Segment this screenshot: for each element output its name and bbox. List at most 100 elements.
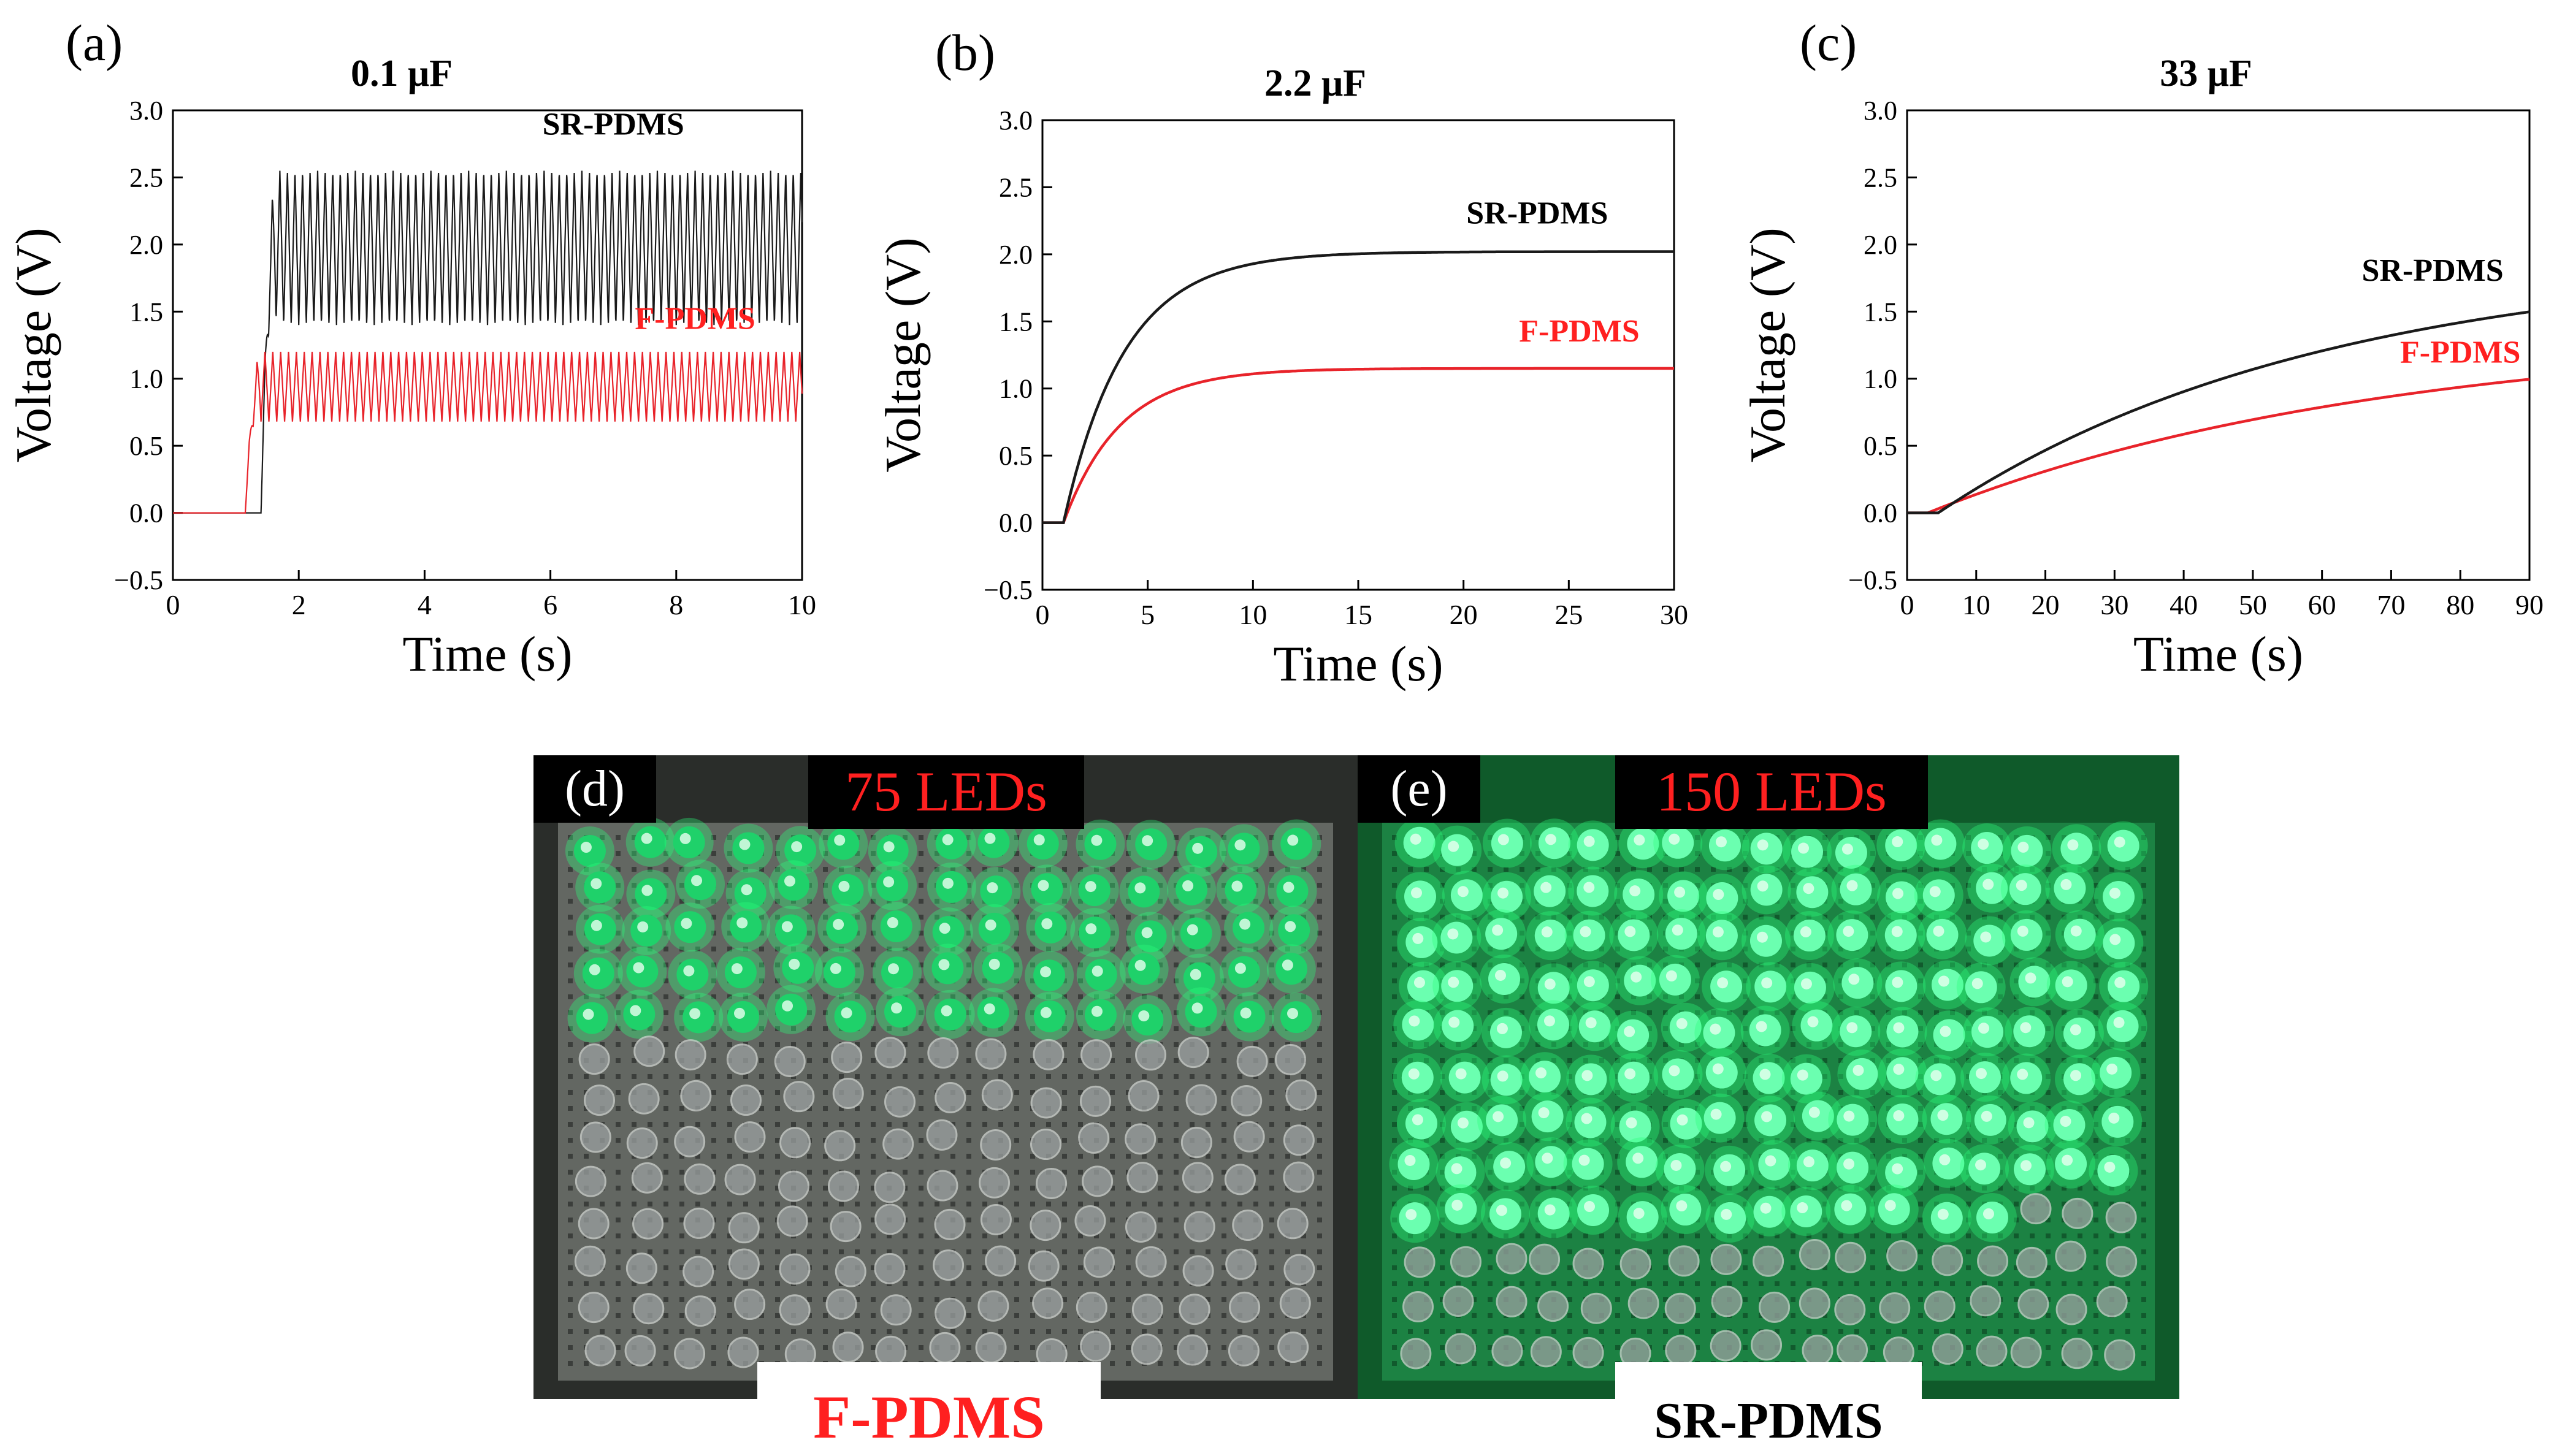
x-tick-label: 10 — [1239, 599, 1267, 630]
led-highlight — [1981, 1110, 1992, 1122]
led-highlight — [2062, 1154, 2073, 1166]
chart-title: 0.1 μF — [351, 53, 453, 94]
led-highlight — [1843, 926, 1854, 937]
led-unlit — [575, 1165, 606, 1197]
led-highlight — [2070, 1024, 2081, 1035]
led-highlight — [1451, 1199, 1463, 1211]
y-tick-label: 3.0 — [999, 105, 1033, 135]
led-highlight — [1710, 1023, 1721, 1035]
led-unlit — [825, 1288, 857, 1320]
led-unlit — [1402, 1290, 1434, 1322]
led-highlight — [641, 833, 652, 844]
led-array — [1389, 818, 2149, 1371]
led-count-banner — [808, 755, 1084, 829]
led-unlit — [874, 1172, 906, 1203]
led-unlit — [1668, 1245, 1700, 1277]
y-axis-label: Voltage (V) — [6, 227, 61, 462]
led-highlight — [1542, 1153, 1553, 1164]
led-highlight — [1848, 974, 1860, 985]
annotation-sr-pdms: SR-PDMS — [1466, 196, 1608, 231]
led-highlight — [1797, 1069, 1808, 1081]
x-tick-label: 60 — [2308, 589, 2336, 620]
led-highlight — [1092, 966, 1103, 977]
y-tick-label: 0.5 — [129, 431, 163, 461]
led-highlight — [942, 834, 954, 845]
led-unlit — [1277, 1208, 1309, 1240]
led-unlit — [1125, 1123, 1157, 1155]
led-highlight — [1187, 924, 1198, 936]
led-unlit — [1283, 1161, 1315, 1193]
led-highlight — [1631, 971, 1642, 983]
led-highlight — [1457, 1117, 1469, 1129]
led-highlight — [1285, 921, 1296, 932]
y-tick-label: 1.5 — [1864, 297, 1897, 327]
led-unlit — [1976, 1335, 2008, 1367]
led-highlight — [591, 920, 602, 931]
y-tick-label: 3.0 — [129, 96, 163, 126]
led-highlight — [1451, 1163, 1462, 1175]
y-tick-label: −0.5 — [114, 565, 163, 595]
panel-label-box — [533, 755, 656, 823]
photo-d: (d) 75 LEDs F-PDMS — [533, 755, 1358, 1451]
led-highlight — [1759, 1069, 1771, 1080]
led-highlight — [1240, 1007, 1252, 1019]
led-unlit — [778, 1170, 809, 1202]
led-highlight — [1410, 887, 1422, 899]
led-highlight — [1497, 1070, 1508, 1082]
led-highlight — [1807, 1016, 1819, 1027]
led-highlight — [1234, 962, 1246, 974]
led-unlit — [578, 1292, 610, 1324]
led-highlight — [1085, 923, 1097, 935]
led-unlit — [674, 1338, 706, 1370]
led-unlit — [1285, 1079, 1317, 1111]
annotation-sr-pdms: SR-PDMS — [2362, 253, 2504, 288]
photo-e: (e) 150 LEDs SR-PDMS — [1358, 755, 2179, 1449]
led-highlight — [583, 1008, 594, 1020]
led-unlit — [1932, 1333, 1963, 1365]
led-unlit — [734, 1121, 766, 1153]
led-unlit — [1450, 1246, 1482, 1278]
led-highlight — [1761, 977, 1773, 989]
led-highlight — [1892, 888, 1904, 899]
led-highlight — [1544, 1204, 1556, 1216]
led-unlit — [1228, 1335, 1260, 1366]
led-highlight — [1535, 1067, 1547, 1079]
led-unlit — [1074, 1205, 1106, 1237]
led-unlit — [1879, 1292, 1911, 1324]
led-highlight — [1629, 885, 1641, 897]
led-unlit — [975, 1332, 1007, 1363]
led-highlight — [1455, 1068, 1467, 1080]
led-unlit — [1283, 1254, 1315, 1286]
led-highlight — [1409, 1015, 1420, 1027]
led-unlit — [1225, 1248, 1257, 1280]
led-highlight — [2017, 841, 2029, 853]
led-unlit — [880, 1294, 912, 1326]
led-highlight — [1138, 1010, 1150, 1022]
plot-frame — [1041, 119, 1675, 591]
annotation-f-pdms: F-PDMS — [2400, 335, 2520, 370]
x-tick-label: 90 — [2515, 589, 2544, 620]
x-tick-label: 0 — [1900, 589, 1914, 620]
x-tick-label: 6 — [543, 589, 557, 620]
led-unlit — [1224, 1164, 1256, 1195]
led-unlit — [1932, 1244, 1963, 1276]
led-highlight — [1892, 836, 1903, 848]
x-tick-label: 80 — [2446, 589, 2474, 620]
led-unlit — [1185, 1084, 1217, 1116]
led-unlit — [927, 1037, 959, 1069]
led-highlight — [1410, 833, 1421, 845]
led-highlight — [791, 841, 803, 853]
led-highlight — [1033, 834, 1045, 846]
led-unlit — [1580, 1292, 1612, 1324]
led-unlit — [1182, 1162, 1214, 1194]
led-highlight — [641, 885, 653, 896]
led-highlight — [984, 1003, 995, 1015]
led-unlit — [584, 1335, 616, 1366]
led-highlight — [1580, 926, 1591, 937]
x-tick-label: 15 — [1344, 599, 1372, 630]
panel-label: (a) — [66, 15, 123, 72]
led-unlit — [1753, 1245, 1784, 1277]
annotation-f-pdms: F-PDMS — [1519, 314, 1639, 349]
photo-panels: (d) 75 LEDs F-PDMS (e) 150 LEDs SR-PDMS — [533, 755, 2179, 1451]
led-highlight — [630, 1005, 641, 1016]
